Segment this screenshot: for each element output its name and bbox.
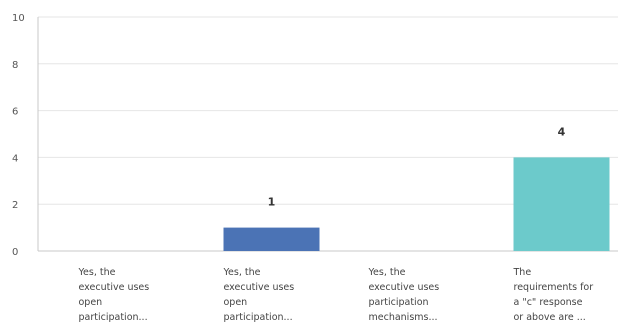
category-label-line: executive uses — [79, 282, 150, 293]
bar — [513, 157, 610, 251]
y-tick-label: 4 — [12, 153, 18, 164]
bars — [223, 157, 610, 251]
y-tick-label: 8 — [12, 60, 18, 71]
category-label-line: Yes, the — [78, 267, 116, 278]
category-label-line: executive uses — [224, 282, 295, 293]
category-label-line: executive uses — [369, 282, 440, 293]
category-label-line: Yes, the — [368, 267, 406, 278]
y-tick-label: 2 — [12, 200, 18, 211]
category-label: The requirements for a "c" response or abov… — [513, 267, 594, 323]
category-label-line: open — [224, 297, 248, 308]
data-label: 4 — [558, 125, 566, 138]
y-tick-label: 0 — [12, 247, 18, 258]
y-axis-ticks: 0 2 4 6 8 10 — [12, 13, 25, 258]
category-label-line: or above are ... — [514, 312, 586, 323]
category-label-line: participation... — [224, 312, 293, 323]
y-tick-label: 10 — [12, 13, 25, 24]
bar — [223, 227, 320, 251]
category-label: Yes, the executive uses participation mecha… — [368, 267, 440, 323]
category-label-line: The — [513, 267, 532, 278]
category-label-line: Yes, the — [223, 267, 261, 278]
category-label-line: requirements for — [514, 282, 594, 293]
category-label-line: open — [79, 297, 103, 308]
category-label: Yes, the executive uses open participation.… — [78, 267, 150, 323]
category-label-line: a "c" response — [514, 297, 583, 308]
data-labels: 14 — [268, 125, 566, 208]
category-label-line: mechanisms... — [369, 312, 438, 323]
data-label: 1 — [268, 196, 276, 209]
category-label: Yes, the executive uses open participation.… — [223, 267, 295, 323]
y-tick-label: 6 — [12, 107, 18, 118]
x-axis-categories: Yes, the executive uses open participation.… — [78, 267, 594, 323]
category-label-line: participation... — [79, 312, 148, 323]
category-label-line: participation — [369, 297, 429, 308]
